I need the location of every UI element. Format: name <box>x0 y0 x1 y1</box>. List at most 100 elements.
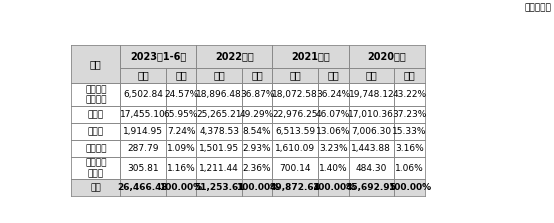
Text: 1.16%: 1.16% <box>167 164 196 173</box>
Bar <box>273 157 318 179</box>
Bar <box>71 45 120 83</box>
Text: 13.06%: 13.06% <box>316 127 351 136</box>
Text: 整车销售: 整车销售 <box>85 145 106 153</box>
Bar <box>318 123 348 140</box>
Bar <box>196 140 242 157</box>
Text: 占比: 占比 <box>252 70 263 81</box>
Bar <box>166 157 196 179</box>
Text: 2.36%: 2.36% <box>243 164 271 173</box>
Text: 1,211.44: 1,211.44 <box>199 164 239 173</box>
Bar <box>196 123 242 140</box>
Bar <box>318 68 348 83</box>
Bar <box>120 68 166 83</box>
Bar <box>242 123 273 140</box>
Text: 金额: 金额 <box>213 70 225 81</box>
Text: 24.57%: 24.57% <box>164 90 198 99</box>
Bar <box>242 157 273 179</box>
Bar <box>242 83 273 106</box>
Bar <box>120 106 166 123</box>
Text: 单位：万元: 单位：万元 <box>524 3 551 12</box>
Text: 金额: 金额 <box>137 70 149 81</box>
Text: 484.30: 484.30 <box>356 164 387 173</box>
Text: 养护类: 养护类 <box>88 127 104 136</box>
Text: 占比: 占比 <box>327 70 339 81</box>
Text: 18,072.58: 18,072.58 <box>273 90 318 99</box>
Text: 100.00%: 100.00% <box>388 183 431 192</box>
Bar <box>348 45 424 68</box>
Bar <box>394 140 424 157</box>
Text: 1,443.88: 1,443.88 <box>351 145 391 153</box>
Bar <box>196 83 242 106</box>
Bar <box>318 157 348 179</box>
Bar <box>348 68 394 83</box>
Text: 3.16%: 3.16% <box>395 145 424 153</box>
Bar <box>273 179 318 196</box>
Bar <box>348 123 394 140</box>
Bar <box>348 140 394 157</box>
Bar <box>394 179 424 196</box>
Bar <box>120 140 166 157</box>
Bar <box>273 83 318 106</box>
Bar <box>394 83 424 106</box>
Bar <box>196 157 242 179</box>
Text: 17,455.10: 17,455.10 <box>120 110 166 119</box>
Bar <box>71 106 120 123</box>
Bar <box>120 83 166 106</box>
Text: 700.14: 700.14 <box>279 164 311 173</box>
Text: 1.40%: 1.40% <box>319 164 347 173</box>
Bar <box>318 179 348 196</box>
Text: 15.33%: 15.33% <box>392 127 427 136</box>
Bar <box>273 140 318 157</box>
Text: 1,610.09: 1,610.09 <box>275 145 315 153</box>
Text: 305.81: 305.81 <box>127 164 159 173</box>
Bar <box>348 106 394 123</box>
Text: 占比: 占比 <box>175 70 187 81</box>
Text: 项目: 项目 <box>90 59 102 69</box>
Text: 8.54%: 8.54% <box>243 127 271 136</box>
Text: 1,501.95: 1,501.95 <box>199 145 239 153</box>
Text: 25,265.21: 25,265.21 <box>196 110 242 119</box>
Text: 65.95%: 65.95% <box>164 110 198 119</box>
Bar <box>196 106 242 123</box>
Text: 51,253.61: 51,253.61 <box>194 183 244 192</box>
Bar <box>318 106 348 123</box>
Bar <box>196 68 242 83</box>
Text: 19,748.12: 19,748.12 <box>348 90 394 99</box>
Text: 2022年度: 2022年度 <box>215 51 254 61</box>
Bar <box>273 123 318 140</box>
Bar <box>242 179 273 196</box>
Text: 17,010.36: 17,010.36 <box>348 110 394 119</box>
Bar <box>394 68 424 83</box>
Text: 2.93%: 2.93% <box>243 145 271 153</box>
Bar <box>242 140 273 157</box>
Bar <box>120 45 196 68</box>
Bar <box>196 45 273 68</box>
Text: 26,466.48: 26,466.48 <box>117 183 168 192</box>
Bar <box>348 157 394 179</box>
Text: 2020年度: 2020年度 <box>367 51 406 61</box>
Bar <box>394 157 424 179</box>
Text: 2021年度: 2021年度 <box>291 51 330 61</box>
Bar <box>318 140 348 157</box>
Text: 1.09%: 1.09% <box>167 145 196 153</box>
Text: 45,692.95: 45,692.95 <box>346 183 397 192</box>
Bar <box>273 45 348 68</box>
Bar <box>166 140 196 157</box>
Text: 6,502.84: 6,502.84 <box>123 90 163 99</box>
Bar <box>394 123 424 140</box>
Text: 43.22%: 43.22% <box>392 90 427 99</box>
Text: 100.00%: 100.00% <box>312 183 355 192</box>
Text: 49,872.64: 49,872.64 <box>270 183 321 192</box>
Text: 2023年1-6月: 2023年1-6月 <box>130 51 187 61</box>
Bar <box>120 123 166 140</box>
Bar <box>71 179 120 196</box>
Text: 占比: 占比 <box>403 70 415 81</box>
Bar <box>71 83 120 106</box>
Bar <box>242 68 273 83</box>
Bar <box>71 140 120 157</box>
Bar <box>273 106 318 123</box>
Bar <box>120 157 166 179</box>
Bar <box>318 83 348 106</box>
Text: 金额: 金额 <box>289 70 301 81</box>
Bar <box>166 83 196 106</box>
